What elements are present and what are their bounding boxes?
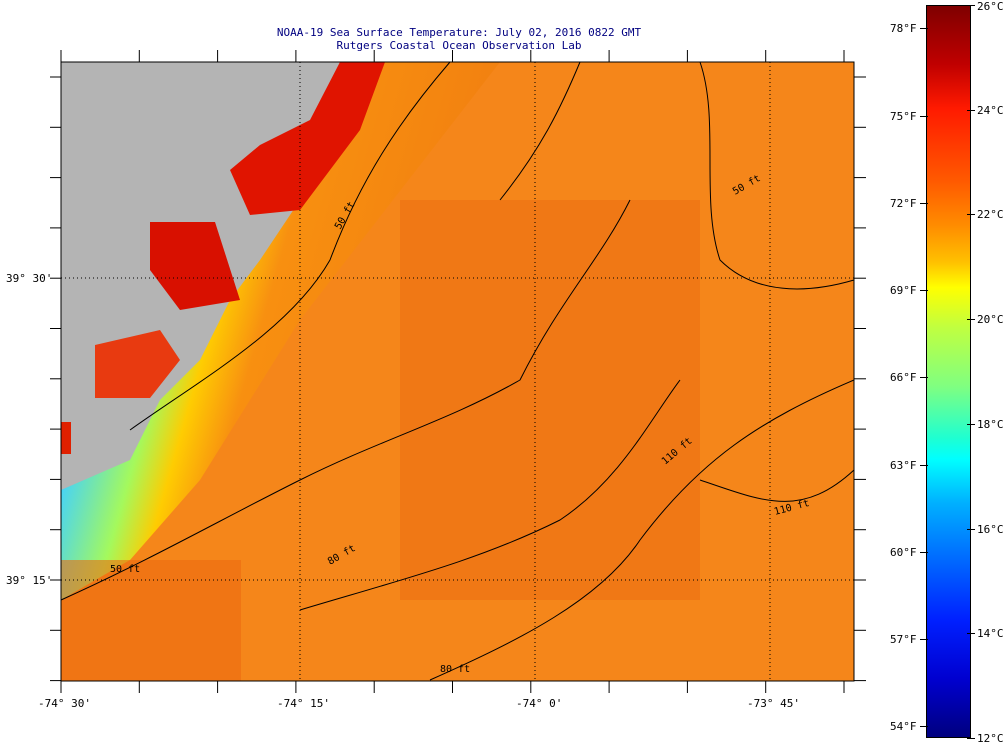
colorbar-f-label: 63°F — [890, 458, 917, 472]
colorbar-c-label: 18°C — [977, 417, 1004, 431]
colorbar-f-label: 66°F — [890, 371, 917, 385]
colorbar-f-label: 75°F — [890, 109, 917, 123]
colorbar-tick — [967, 109, 975, 111]
warm-core — [400, 200, 700, 600]
colorbar-tick — [967, 5, 975, 6]
colorbar-f-label: 54°F — [890, 720, 917, 734]
colorbar-f-label: 57°F — [890, 633, 917, 647]
warm-south — [61, 560, 241, 681]
colorbar-tick — [920, 290, 928, 292]
lon-label: -74° 30' — [38, 697, 91, 710]
map-title: NOAA-19 Sea Surface Temperature: July 02… — [276, 26, 642, 39]
colorbar-c-label: 16°C — [977, 522, 1004, 536]
colorbar-tick — [967, 214, 975, 216]
lon-label: -74° 0' — [516, 697, 563, 710]
colorbar-tick — [920, 551, 928, 553]
colorbar-tick — [967, 633, 975, 635]
warm-inlet — [61, 422, 71, 454]
contour-label: 80 ft — [440, 664, 470, 675]
lon-label: -74° 15' — [277, 697, 330, 710]
lon-label: -73° 45' — [747, 697, 800, 710]
colorbar — [926, 5, 971, 738]
warm-bay-north — [230, 62, 385, 215]
map-subtitle: Rutgers Coastal Ocean Observation Lab — [336, 39, 582, 52]
lat-label: 39° 30' — [6, 272, 53, 285]
colorbar-tick — [967, 423, 975, 425]
colorbar-c-label: 24°C — [977, 103, 1004, 117]
contour-label: 50 ft — [110, 564, 140, 575]
colorbar-tick — [967, 528, 975, 530]
warm-bay-south — [95, 330, 180, 398]
colorbar-c-label: 20°C — [977, 313, 1004, 327]
colorbar-f-label: 60°F — [890, 545, 917, 559]
colorbar-c-label: 26°C — [977, 0, 1004, 13]
colorbar-tick — [920, 726, 928, 728]
axis-ticks — [50, 50, 866, 693]
colorbar-c-label: 22°C — [977, 208, 1004, 222]
colorbar-tick — [920, 464, 928, 466]
lat-label: 39° 15' — [6, 574, 53, 587]
colorbar-f-label: 78°F — [890, 22, 917, 36]
colorbar-tick — [920, 377, 928, 379]
colorbar-tick — [967, 319, 975, 321]
map-frame — [60, 61, 855, 682]
colorbar-tick — [920, 639, 928, 641]
bathymetry-contours — [60, 61, 855, 681]
colorbar-tick — [920, 28, 928, 30]
colorbar-c-label: 12°C — [977, 732, 1004, 745]
sst-map[interactable]: 50 ft 50 ft 50 ft 80 ft 80 ft 110 ft 110… — [0, 0, 918, 754]
colorbar-c-label: 14°C — [977, 627, 1004, 641]
colorbar-tick — [920, 202, 928, 204]
colorbar-f-label: 69°F — [890, 284, 917, 298]
colorbar-f-label: 72°F — [890, 196, 917, 210]
graticule — [61, 62, 854, 681]
warm-bay-mid — [150, 222, 240, 310]
colorbar-tick — [967, 738, 975, 739]
colorbar-tick — [920, 115, 928, 117]
